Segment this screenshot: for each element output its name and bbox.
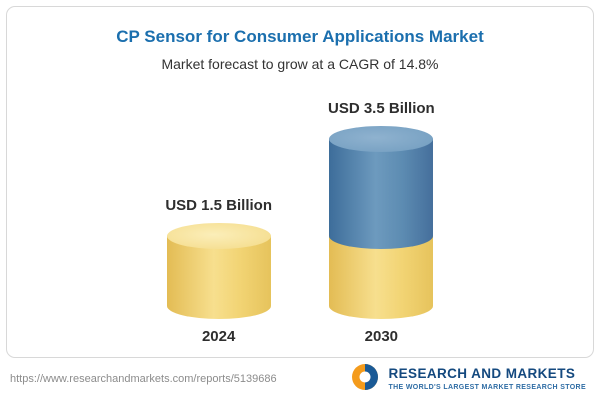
- cylinder-2024: [166, 223, 271, 319]
- logo-title: RESEARCH AND MARKETS: [388, 366, 576, 382]
- cylinder-top-2024: [166, 223, 271, 249]
- globe-logo-icon: [350, 362, 380, 397]
- logo-text-block: RESEARCH AND MARKETS THE WORLD'S LARGEST…: [388, 366, 586, 391]
- chart-subtitle: Market forecast to grow at a CAGR of 14.…: [161, 56, 439, 72]
- logo-tagline: THE WORLD'S LARGEST MARKET RESEARCH STOR…: [388, 383, 586, 391]
- bar-chart: USD 1.5 Billion 2024 USD 3.5 Billion 203…: [165, 100, 434, 345]
- segment-base-2030: [329, 236, 434, 319]
- year-label-2024: 2024: [201, 328, 236, 345]
- bar-group-2030: USD 3.5 Billion 2030: [328, 100, 435, 345]
- bar-group-2024: USD 1.5 Billion 2024: [165, 197, 272, 345]
- value-label-2024: USD 1.5 Billion: [165, 197, 272, 214]
- chart-card: CP Sensor for Consumer Applications Mark…: [6, 6, 594, 358]
- cylinder-top-2030: [329, 126, 434, 152]
- segment-growth-2030: [329, 139, 434, 249]
- research-and-markets-logo[interactable]: RESEARCH AND MARKETS THE WORLD'S LARGEST…: [350, 362, 586, 397]
- chart-title: CP Sensor for Consumer Applications Mark…: [116, 27, 484, 46]
- footer: https://www.researchandmarkets.com/repor…: [0, 358, 600, 400]
- year-label-2030: 2030: [364, 328, 399, 345]
- cylinder-2030: [329, 126, 434, 319]
- value-label-2030: USD 3.5 Billion: [328, 100, 435, 117]
- cylinder-body-2024: [166, 236, 271, 319]
- report-url[interactable]: https://www.researchandmarkets.com/repor…: [10, 373, 277, 385]
